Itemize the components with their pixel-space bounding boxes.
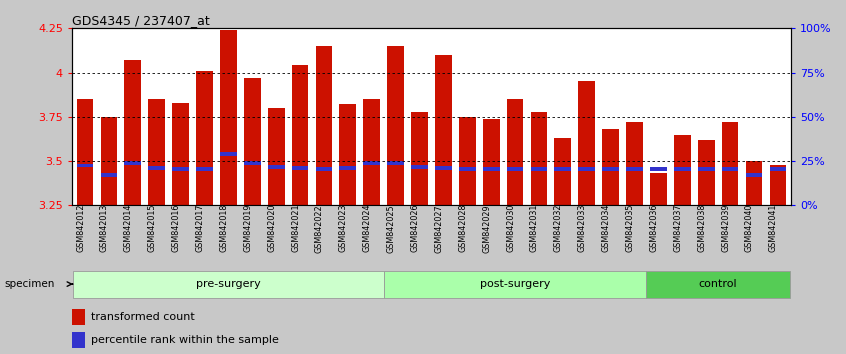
Text: transformed count: transformed count [91, 312, 195, 322]
Bar [602, 129, 619, 205]
Bar [268, 108, 284, 205]
Bar [292, 65, 309, 205]
Bar [530, 112, 547, 205]
Bar [745, 173, 762, 177]
Bar [316, 46, 332, 205]
Bar [579, 81, 595, 205]
Bar [148, 99, 165, 205]
Bar [745, 161, 762, 205]
Bar [435, 166, 452, 170]
Text: specimen: specimen [4, 279, 55, 289]
Bar [626, 122, 643, 205]
Bar [101, 173, 118, 177]
Bar [411, 165, 428, 169]
Bar [72, 309, 85, 325]
Bar [722, 167, 739, 171]
Bar [650, 173, 667, 205]
Bar [268, 165, 284, 169]
Bar [148, 166, 165, 170]
Bar [364, 161, 380, 165]
Bar [124, 161, 141, 165]
FancyBboxPatch shape [646, 270, 790, 298]
FancyBboxPatch shape [73, 270, 384, 298]
Bar [72, 332, 85, 348]
Bar [530, 167, 547, 171]
Bar [770, 167, 786, 171]
Bar [244, 161, 261, 165]
Bar [292, 166, 309, 170]
Bar [196, 71, 213, 205]
FancyBboxPatch shape [384, 270, 646, 298]
Bar [626, 167, 643, 171]
Text: post-surgery: post-surgery [480, 279, 550, 289]
Bar [411, 112, 428, 205]
Text: percentile rank within the sample: percentile rank within the sample [91, 335, 278, 346]
Bar [101, 117, 118, 205]
Bar [220, 30, 237, 205]
Bar [220, 152, 237, 156]
Bar [579, 167, 595, 171]
Bar [507, 167, 524, 171]
Bar [483, 119, 499, 205]
Bar [674, 167, 690, 171]
Bar [196, 167, 213, 171]
Bar [173, 103, 189, 205]
Bar [722, 122, 739, 205]
Bar [770, 165, 786, 205]
Bar [124, 60, 141, 205]
Bar [698, 140, 715, 205]
Bar [459, 167, 475, 171]
Text: pre-surgery: pre-surgery [196, 279, 261, 289]
Text: GDS4345 / 237407_at: GDS4345 / 237407_at [72, 14, 210, 27]
Text: control: control [699, 279, 738, 289]
Bar [339, 166, 356, 170]
Bar [650, 167, 667, 171]
Bar [674, 135, 690, 205]
Bar [507, 99, 524, 205]
Bar [483, 167, 499, 171]
Bar [387, 161, 404, 165]
Bar [244, 78, 261, 205]
Bar [316, 167, 332, 171]
Bar [698, 167, 715, 171]
Bar [364, 99, 380, 205]
Bar [459, 117, 475, 205]
Bar [554, 167, 571, 171]
Bar [77, 99, 93, 205]
Bar [173, 167, 189, 171]
Bar [435, 55, 452, 205]
Bar [387, 46, 404, 205]
Bar [339, 104, 356, 205]
Bar [77, 164, 93, 167]
Bar [554, 138, 571, 205]
Bar [602, 167, 619, 171]
